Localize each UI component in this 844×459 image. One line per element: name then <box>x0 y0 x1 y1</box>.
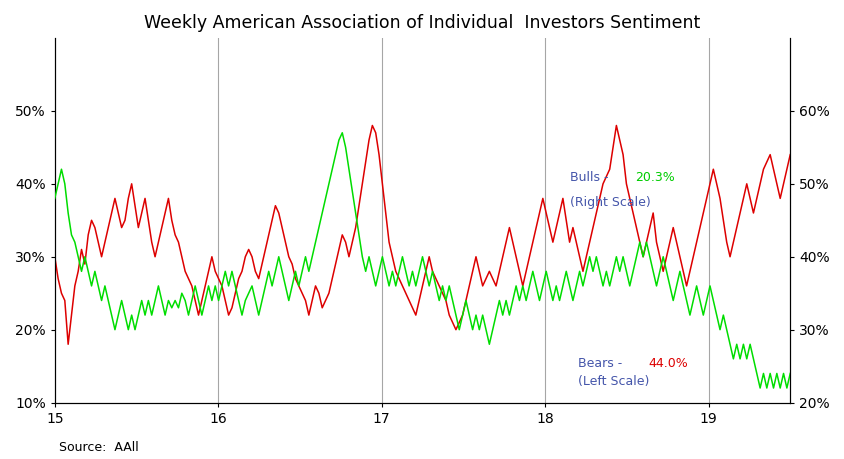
Text: Bulls -: Bulls - <box>569 171 611 184</box>
Text: (Left Scale): (Left Scale) <box>577 375 648 388</box>
Text: 44.0%: 44.0% <box>647 357 687 370</box>
Text: 20.3%: 20.3% <box>634 171 674 184</box>
Text: (Right Scale): (Right Scale) <box>569 196 650 209</box>
Text: Bears -: Bears - <box>577 357 625 370</box>
Text: Source:  AAll: Source: AAll <box>59 442 138 454</box>
Text: Weekly American Association of Individual  Investors Sentiment: Weekly American Association of Individua… <box>144 14 700 32</box>
